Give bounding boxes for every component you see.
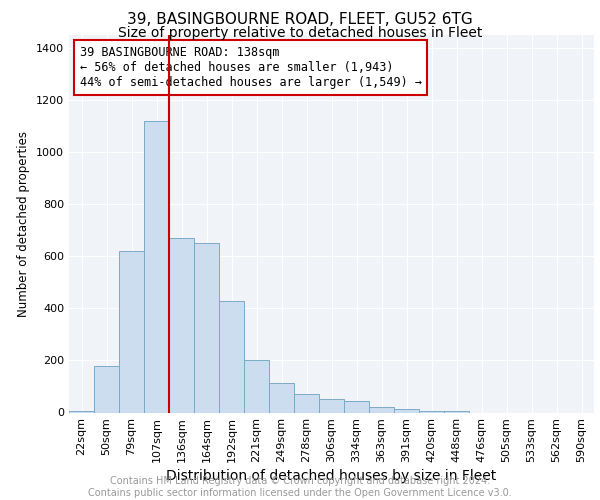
Text: 39, BASINGBOURNE ROAD, FLEET, GU52 6TG: 39, BASINGBOURNE ROAD, FLEET, GU52 6TG xyxy=(127,12,473,28)
Text: Size of property relative to detached houses in Fleet: Size of property relative to detached ho… xyxy=(118,26,482,40)
Bar xyxy=(69,411,94,412)
Bar xyxy=(344,401,369,412)
Bar xyxy=(219,300,244,412)
Bar xyxy=(244,360,269,412)
Bar xyxy=(394,408,419,412)
Bar xyxy=(94,366,119,412)
Bar xyxy=(169,238,194,412)
Bar xyxy=(294,394,319,412)
X-axis label: Distribution of detached houses by size in Fleet: Distribution of detached houses by size … xyxy=(166,470,497,484)
Bar xyxy=(194,244,219,412)
Text: 39 BASINGBOURNE ROAD: 138sqm
← 56% of detached houses are smaller (1,943)
44% of: 39 BASINGBOURNE ROAD: 138sqm ← 56% of de… xyxy=(79,46,421,90)
Bar xyxy=(444,411,469,412)
Bar xyxy=(269,382,294,412)
Bar xyxy=(369,408,394,412)
Bar xyxy=(319,400,344,412)
Text: Contains HM Land Registry data © Crown copyright and database right 2024.
Contai: Contains HM Land Registry data © Crown c… xyxy=(88,476,512,498)
Y-axis label: Number of detached properties: Number of detached properties xyxy=(17,130,31,317)
Bar xyxy=(419,411,444,412)
Bar xyxy=(119,251,144,412)
Bar xyxy=(144,121,169,412)
